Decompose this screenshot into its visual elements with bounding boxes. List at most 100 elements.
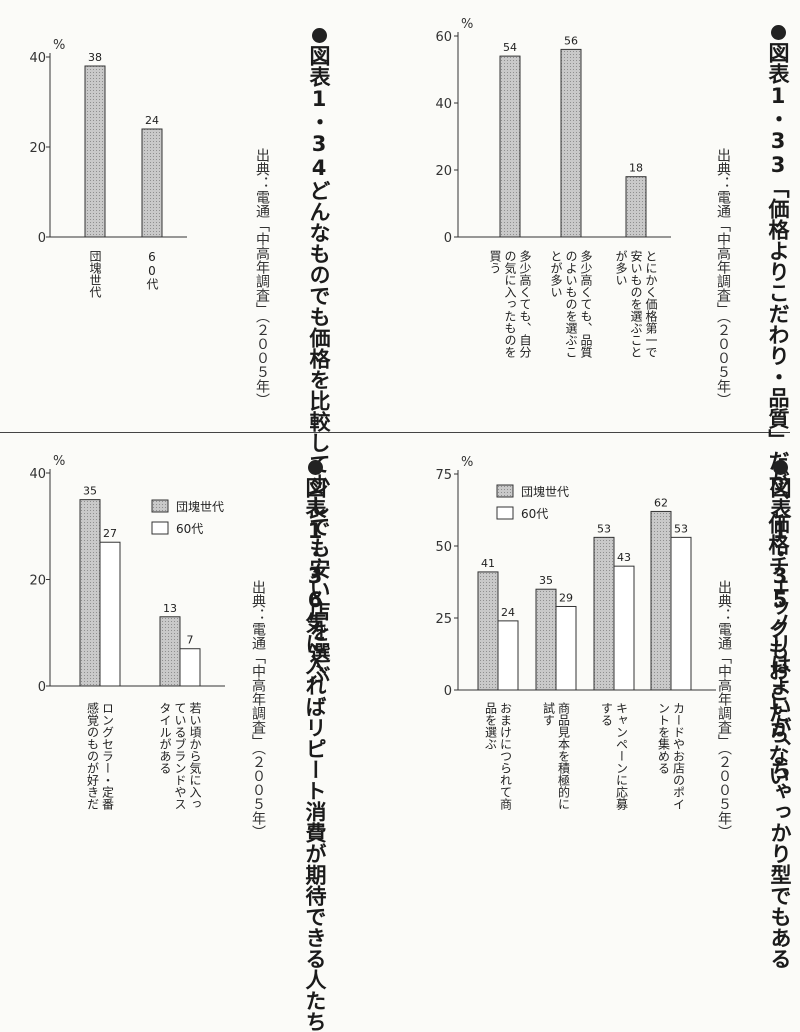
fig33-category-label: とにかく価格第一で (644, 250, 658, 358)
fig36-data-label: 27 (103, 527, 117, 540)
fig35-category-label: 品を選ぶ (484, 702, 498, 750)
fig35-category-label: キャンペーンに応募 (615, 702, 629, 811)
fig34-bar (84, 65, 106, 238)
fig36-legend-swatch (151, 521, 169, 535)
fig34-data-label: 38 (88, 51, 102, 64)
fig36-legend-label: 団塊世代 (176, 499, 224, 514)
figure-source-36: 出典：電通「中高年調査」（２００５年） (250, 580, 266, 839)
fig35-category-label: おまけにつられて商 (499, 702, 513, 811)
fig35-unit-label: % (461, 455, 473, 470)
figure-title-text-35: ノリはよいが、ちゃっかり型でもある (768, 612, 792, 969)
fig36-bar (99, 541, 121, 687)
fig35-bar (477, 571, 499, 691)
figure-title-text-34: どんなものでも価格を比較して少しでも安い店を選ぶ (307, 180, 331, 684)
fig36-tick-label: 20 (29, 574, 46, 589)
fig35-bar (497, 620, 519, 691)
figure-source-33: 出典：電通「中高年調査」（２００５年） (715, 148, 731, 407)
figure-title-text-36: 気に入ればリピート消費が期待できる人たち (303, 612, 327, 1032)
figure-number-33: 図表1・33 (766, 42, 790, 177)
fig35-data-label: 35 (539, 574, 553, 587)
fig35-tick-label: 75 (435, 468, 452, 483)
fig34-tick-label: 20 (29, 141, 46, 156)
section-divider (0, 432, 790, 433)
fig35-legend-label: 60代 (521, 507, 548, 521)
fig33-category-label: のよいものを選ぶこ (564, 250, 578, 358)
fig33-category-label: の気に入ったものを (503, 250, 517, 358)
fig34-category-label: 団塊世代 (88, 250, 102, 299)
fig36-bar (179, 648, 201, 687)
fig34-tick-label: 0 (38, 231, 46, 246)
fig35-category-label: 商品見本を積極的に (557, 701, 571, 810)
fig35-data-label: 43 (617, 551, 631, 564)
fig36-tick-label: 0 (38, 680, 46, 695)
figure-title-33: 図表1・33「価格よりこだわり・品質」だが、価格チェックもおこたらない (742, 25, 790, 786)
fig33-category-label: が多い (614, 250, 628, 286)
fig35-tick-label: 50 (435, 540, 452, 555)
fig35-category-label: する (600, 702, 614, 726)
figure-number-35: 図表1・35 (768, 477, 792, 612)
fig33-bar (625, 176, 647, 238)
fig36-unit-label: % (53, 454, 65, 469)
figure-title-34: 図表1・34どんなものでも価格を比較して少しでも安い店を選ぶ (283, 28, 331, 684)
figure-title-text-33: 「価格よりこだわり・品質」だが、価格チェックもおこたらない (766, 177, 790, 786)
fig35-bar (613, 565, 635, 691)
fig36-category-label: 若い頃から気に入っ (188, 702, 202, 810)
fig34-tick-label: 40 (29, 51, 46, 66)
charts-canvas: 0 20 40% 38 24 団塊世代 60代 0 20 40 60% 54 56 18 多少高くても、自分… (29, 17, 716, 811)
fig36-bar (79, 499, 101, 687)
fig35-data-label: 53 (597, 522, 611, 535)
fig33-tick-label: 20 (435, 164, 452, 179)
bullet-icon (307, 460, 323, 475)
fig35-data-label: 41 (481, 557, 495, 570)
fig33-category-label: 安いものを選ぶこと (629, 249, 643, 358)
fig35-category-label: 試す (542, 701, 556, 726)
fig36-bar (159, 616, 181, 687)
fig33-category-label: 買う (488, 250, 502, 274)
fig34-data-label: 24 (145, 114, 159, 127)
figure-title-35: 図表1・35ノリはよいが、ちゃっかり型でもある (744, 460, 792, 969)
fig36-category-label: ているブランドやス (173, 702, 187, 810)
fig33-tick-label: 60 (435, 30, 452, 45)
figure-number-34: 図表1・34 (307, 45, 331, 180)
fig35-data-label: 62 (654, 496, 668, 509)
fig35-tick-label: 25 (435, 612, 452, 627)
fig34-category-label: 60代 (145, 250, 159, 291)
fig33-tick-label: 0 (444, 231, 452, 246)
bullet-icon (770, 25, 786, 40)
fig35-bar (535, 588, 557, 691)
fig35-bar (670, 536, 692, 691)
fig36-data-label: 13 (163, 602, 177, 615)
fig33-category-label: とが多い (549, 250, 563, 298)
fig35-legend-swatch (496, 484, 514, 498)
fig36-data-label: 7 (187, 634, 194, 647)
fig35-tick-label: 0 (444, 684, 452, 699)
fig34-unit-label: % (53, 38, 65, 53)
fig36-category-label: 感覚のものが好きだ (86, 701, 100, 810)
fig33-bar (499, 55, 521, 238)
fig33-data-label: 18 (629, 162, 643, 175)
fig36-data-label: 35 (83, 485, 97, 498)
fig33-data-label: 54 (503, 41, 517, 54)
figure-title-36: 図表1・36気に入ればリピート消費が期待できる人たち (279, 460, 327, 1032)
fig35-legend-label: 団塊世代 (521, 484, 569, 499)
fig36-tick-label: 40 (29, 467, 46, 482)
fig33-category-label: 多少高くても、品質 (579, 250, 593, 359)
fig34-bar (141, 128, 163, 238)
fig36-legend-label: 60代 (176, 522, 203, 536)
fig33-bar (560, 48, 582, 238)
fig35-category-label: ントを集める (657, 702, 671, 774)
fig36-legend-swatch (151, 499, 169, 513)
fig36-category-label: ロングセラー・定番 (101, 702, 115, 811)
fig35-bar (593, 536, 615, 691)
figure-source-35: 出典：電通「中高年調査」（２００５年） (716, 580, 732, 839)
fig33-tick-label: 40 (435, 97, 452, 112)
fig33-unit-label: % (461, 17, 473, 32)
fig35-data-label: 24 (501, 606, 515, 619)
figure-number-36: 図表1・36 (303, 477, 327, 612)
fig35-data-label: 29 (559, 591, 573, 604)
fig35-bar (650, 510, 672, 691)
fig35-category-label: カードやお店のポイ (672, 702, 686, 810)
fig36-category-label: タイルがある (158, 702, 172, 774)
fig35-data-label: 53 (674, 522, 688, 535)
bullet-icon (772, 460, 788, 475)
